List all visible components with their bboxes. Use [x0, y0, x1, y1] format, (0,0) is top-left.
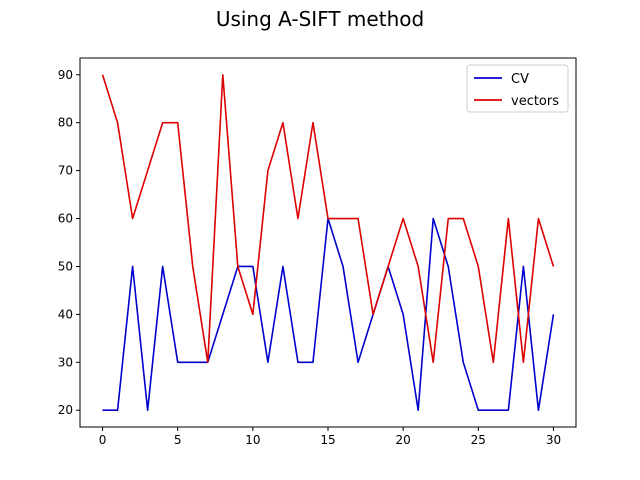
legend-label: vectors [511, 94, 559, 109]
series-line-vectors [101, 73, 555, 364]
x-tick-label: 20 [396, 433, 411, 447]
y-tick-label: 60 [58, 212, 73, 226]
chart-title: Using A-SIFT method [216, 7, 424, 31]
x-tick-label: 5 [174, 433, 182, 447]
x-tick-label: 0 [99, 433, 107, 447]
y-tick-label: 70 [58, 164, 73, 178]
legend-label: CV [511, 72, 529, 87]
x-tick-label: 25 [471, 433, 486, 447]
legend: CV vectors [466, 64, 569, 113]
y-tick-label: 20 [58, 403, 73, 417]
axes-frame [79, 57, 577, 428]
x-tick-label: 30 [546, 433, 561, 447]
axis-ticks: 0 5 10 15 20 25 30 20 30 40 50 60 70 80 90 [58, 68, 561, 447]
x-tick-label: 15 [320, 433, 335, 447]
y-tick-label: 90 [58, 68, 73, 82]
x-tick-label: 10 [245, 433, 260, 447]
plot-area [101, 73, 555, 412]
y-tick-label: 80 [58, 116, 73, 130]
y-tick-label: 40 [58, 307, 73, 321]
y-tick-label: 30 [58, 355, 73, 369]
y-tick-label: 50 [58, 259, 73, 273]
